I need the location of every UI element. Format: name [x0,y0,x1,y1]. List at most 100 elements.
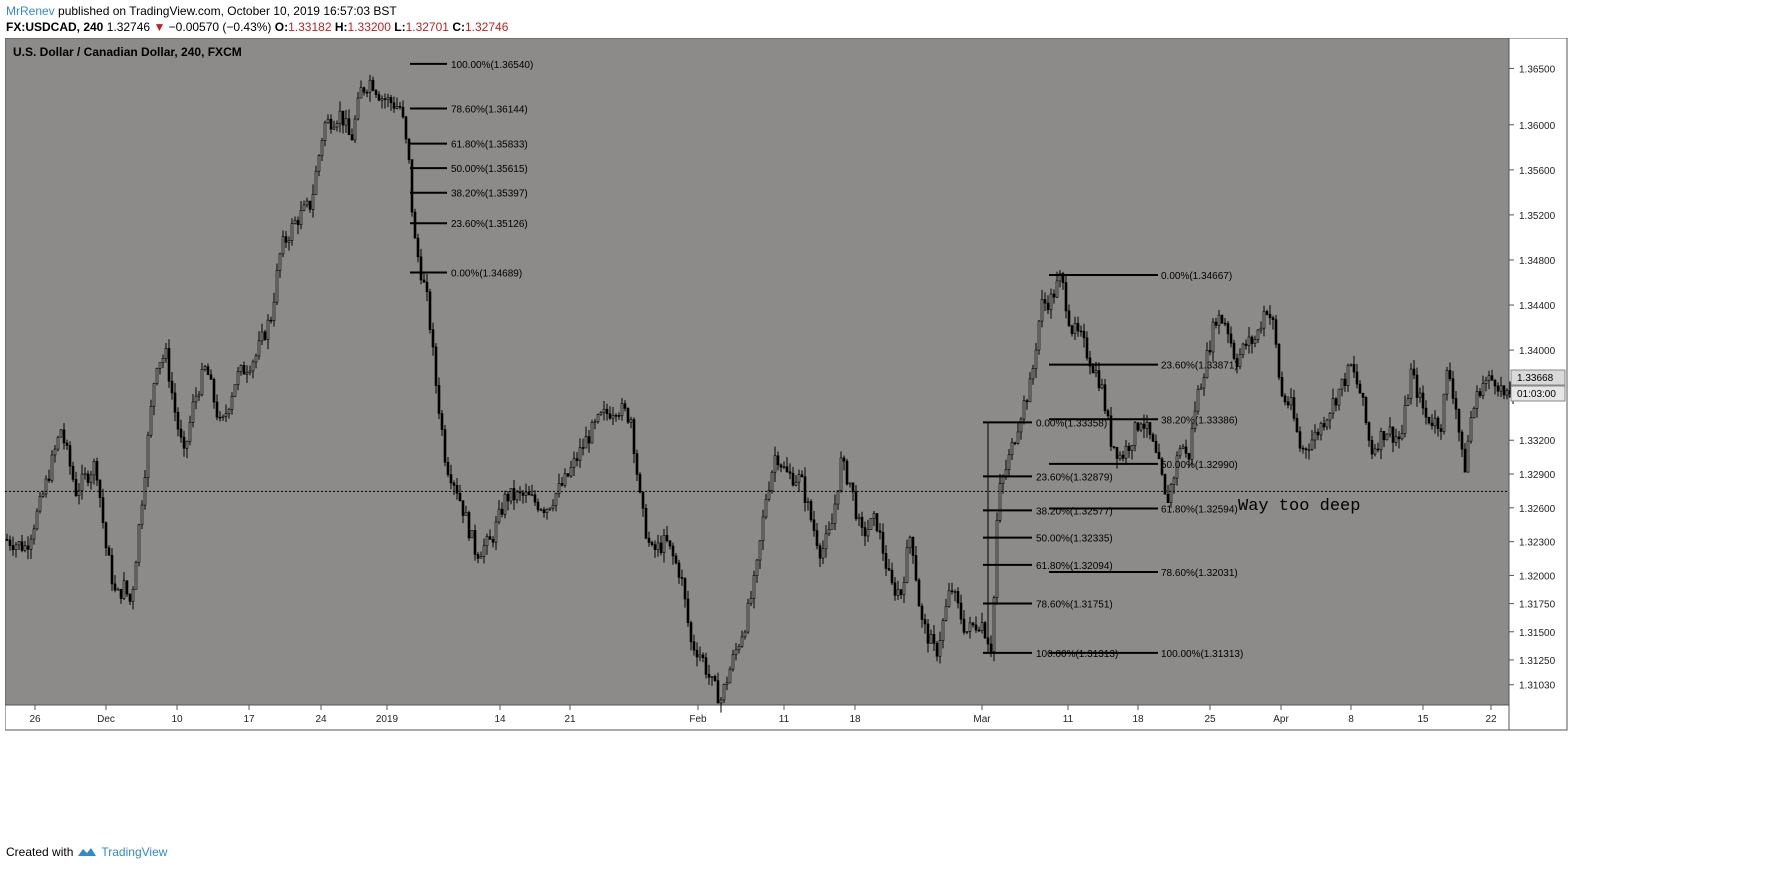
candle-body [326,118,330,124]
candle-body [860,516,864,528]
candle-body [941,620,945,641]
candle-body [5,539,9,541]
fib-level-label: 50.00%(1.32335) [1036,534,1113,545]
candle-body [599,411,603,415]
candle-body [278,253,282,271]
candle-body [1469,417,1473,442]
candle-body [1445,370,1449,395]
candle-body [887,568,891,571]
candle-body [614,414,618,417]
candle-body [767,489,771,500]
fib-level-label: 50.00%(1.32990) [1161,460,1238,471]
fib-level-label: 0.00%(1.34689) [451,268,522,279]
candle-body [911,536,915,556]
candle-body [1301,447,1305,450]
candle-body [1070,325,1074,335]
price-chart[interactable]: 100.00%(1.36540) 78.60%(1.36144) 61.80%(1.… [4,37,1787,842]
candle-body [1076,323,1080,332]
candle-body [1418,392,1422,398]
candle-body [1376,448,1380,451]
candle-body [416,237,420,258]
candle-body [881,531,885,554]
candle-body [1271,317,1275,320]
candle-body [863,527,867,537]
candle-body [1151,434,1155,442]
candle-body [1016,431,1020,444]
candle-body [1097,370,1101,389]
candle-body [1409,368,1413,399]
candle-body [344,118,348,126]
candle-body [1364,397,1368,424]
candle-body [716,680,720,704]
time-axis[interactable] [4,704,1510,731]
candle-body [800,474,804,478]
candle-body [203,366,207,370]
candle-body [1352,364,1356,373]
candle-body [371,79,375,91]
candle-body [926,623,930,644]
candle-body [1175,455,1179,479]
candle-body [374,90,378,95]
candle-body [749,598,753,604]
candle-body [194,395,198,403]
candle-body [581,447,585,449]
candle-body [1169,484,1173,503]
candle-body [1391,426,1395,443]
fib-level-label: 38.20%(1.35397) [451,189,528,200]
candle-body [1484,380,1488,384]
fib-level-label: 38.20%(1.32577) [1036,506,1113,517]
fib-level-label: 100.00%(1.31313) [1161,649,1243,660]
candle-body [1040,299,1044,322]
candle-body [89,474,93,483]
candle-body [1385,433,1389,441]
candle-body [1343,378,1347,387]
candle-body [56,436,60,450]
candle-body [527,491,531,496]
candle-body [1424,407,1428,418]
candle-body [251,361,255,372]
candle-body [116,588,120,591]
y-tick-label: 1.32000 [1519,571,1556,582]
tradingview-link[interactable]: TradingView [101,845,168,859]
candle-body [197,394,201,397]
candle-body [476,554,480,559]
candle-body [323,122,327,141]
candle-body [764,498,768,518]
candle-body [122,580,126,599]
candle-body [464,512,468,516]
plot-area[interactable] [5,38,1509,705]
candle-body [1481,383,1485,397]
candle-body [665,535,669,541]
candle-body [305,200,309,206]
x-tick-label: Feb [689,714,707,725]
fib-level-label: 61.80%(1.35833) [451,140,528,151]
candle-body [773,455,777,473]
candle-body [623,403,627,409]
candle-body [719,699,723,704]
candle-body [101,497,105,524]
chart-container[interactable]: 100.00%(1.36540) 78.60%(1.36144) 61.80%(1.… [4,37,1787,842]
candle-body [1436,417,1440,429]
candle-body [8,539,12,546]
candle-body [338,110,342,124]
y-tick-label: 1.36500 [1519,64,1556,75]
open-value: 1.33182 [288,20,332,34]
x-tick-label: 10 [171,714,183,725]
candle-body [563,473,567,486]
candle-body [893,582,897,596]
candle-body [1373,448,1377,455]
candle-body [83,473,87,476]
candle-body [365,91,369,94]
author-link[interactable]: MrRenev [6,4,55,18]
candle-body [662,535,666,553]
candle-body [329,118,333,130]
y-tick-label: 1.31500 [1519,628,1556,639]
candle-body [182,436,186,449]
candle-body [638,474,642,493]
candle-body [80,473,84,492]
candle-body [74,479,78,496]
candle-body [167,348,171,382]
candle-body [914,555,918,581]
candle-body [1088,357,1092,367]
candle-body [425,281,429,293]
